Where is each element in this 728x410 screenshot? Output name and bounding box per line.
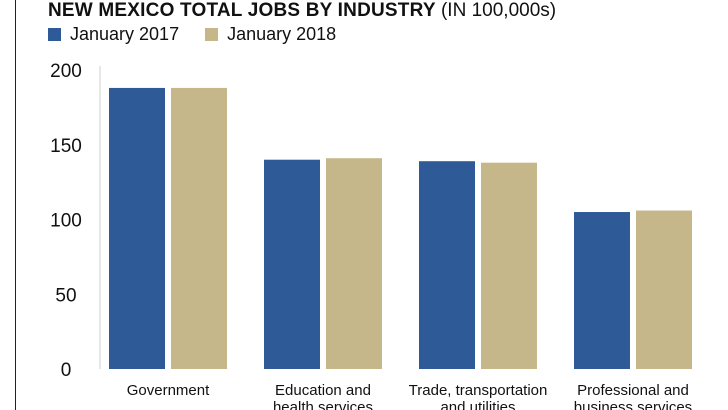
- x-category-label-3: Professional and business services: [574, 382, 692, 410]
- bar-2017-0: [109, 87, 165, 369]
- legend-swatch-2018: [205, 27, 219, 41]
- legend-label-2017: January 2017: [70, 23, 180, 44]
- x-category-label-line: business services: [574, 399, 692, 410]
- chart-title-block: NEW MEXICO TOTAL JOBS BY INDUSTRY (IN 10…: [48, 0, 556, 22]
- x-category-label-line: Trade, transportation: [409, 382, 548, 399]
- legend-item-2017: January 2017: [48, 24, 179, 45]
- y-tick-label-100: 100: [50, 211, 82, 232]
- chart-title: NEW MEXICO TOTAL JOBS BY INDUSTRY: [48, 0, 436, 21]
- legend-item-2018: January 2018: [205, 24, 336, 45]
- chart-subtitle: (IN 100,000s): [440, 0, 557, 21]
- bar-2017-3: [574, 212, 630, 369]
- y-tick-label-150: 150: [50, 136, 82, 157]
- bar-2018-0: [171, 87, 227, 369]
- x-category-label-line: Professional and: [577, 382, 689, 399]
- y-tick-label-200: 200: [50, 61, 82, 82]
- bar-2018-3: [636, 210, 692, 369]
- x-category-label-line: health services: [273, 399, 373, 410]
- x-category-label-line: Government: [127, 382, 210, 399]
- x-category-label-line: Education and: [275, 382, 371, 399]
- legend-swatch-2017: [48, 27, 61, 41]
- bar-2018-1: [326, 158, 382, 369]
- left-border-line: [15, 0, 16, 410]
- x-category-label-line: and utilities: [440, 399, 515, 410]
- legend-label-2018: January 2018: [227, 23, 337, 44]
- bar-2018-2: [481, 162, 537, 369]
- x-category-label-0: Government: [127, 382, 210, 399]
- y-tick-label-0: 0: [61, 360, 72, 381]
- x-category-label-2: Trade, transportation and utilities: [409, 382, 548, 410]
- x-category-label-1: Education and health services: [273, 382, 373, 410]
- bar-2017-2: [419, 161, 475, 369]
- bar-2017-1: [264, 159, 320, 369]
- y-tick-label-50: 50: [55, 285, 76, 306]
- legend: January 2017 January 2018: [48, 24, 362, 44]
